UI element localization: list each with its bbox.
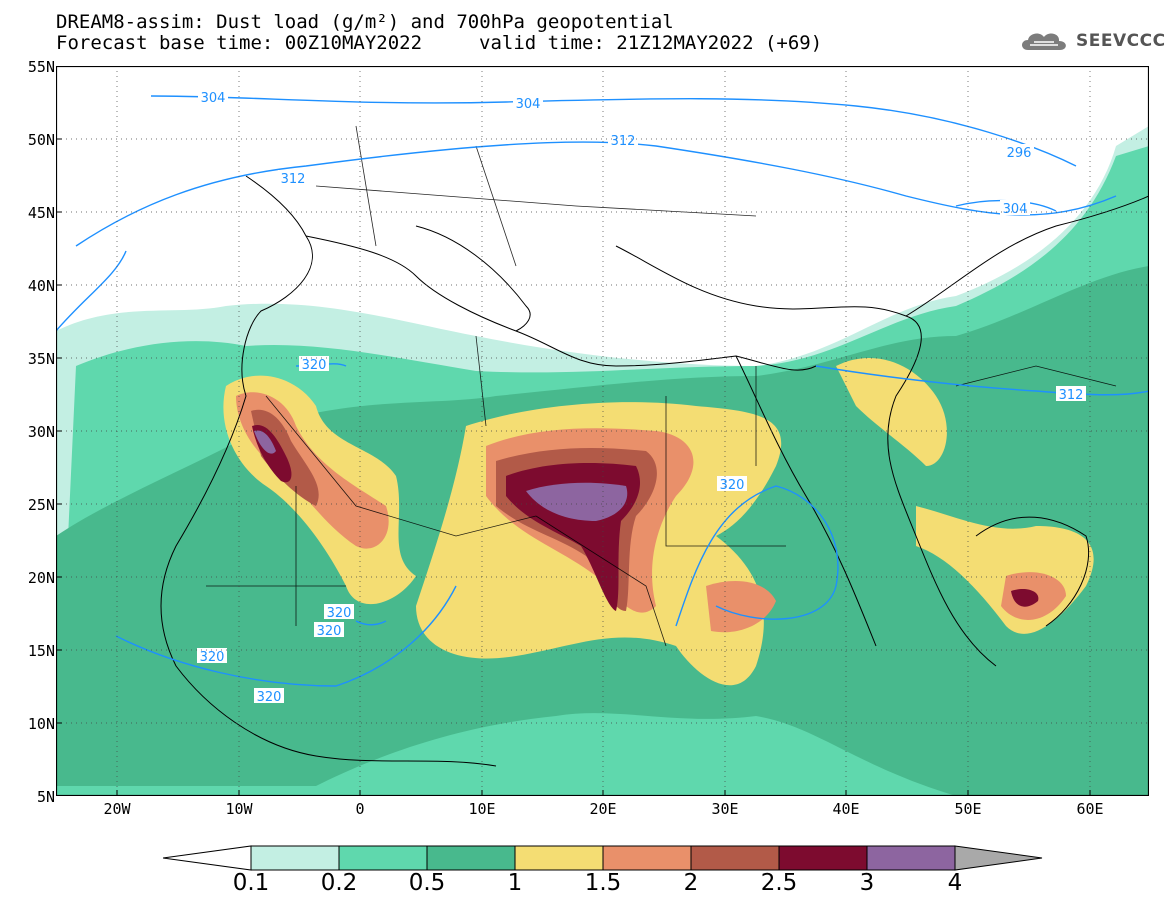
contour-label: 312 xyxy=(1059,388,1084,403)
contour-label: 312 xyxy=(281,172,306,187)
contour-label: 320 xyxy=(720,478,745,493)
colorbar-swatch xyxy=(514,845,604,871)
colorbar-label: 4 xyxy=(947,870,963,896)
lat-label: 55N xyxy=(27,58,55,76)
contour-label: 320 xyxy=(317,624,342,639)
colorbar-label: 1 xyxy=(507,870,523,896)
colorbar-swatch xyxy=(866,845,956,871)
lon-label: 50E xyxy=(954,800,982,818)
colorbar-swatch xyxy=(426,845,516,871)
colorbar-high-arrow xyxy=(954,845,1043,871)
colorbar-label: 2.5 xyxy=(760,870,798,896)
dust-region-1c xyxy=(836,357,947,466)
forecast-times: Forecast base time: 00Z10MAY2022 valid ti… xyxy=(56,32,822,54)
geopotential-contours xyxy=(56,95,1149,687)
contour-label: 320 xyxy=(257,690,282,705)
contour-label: 296 xyxy=(1007,146,1032,161)
contour-label: 312 xyxy=(611,134,636,149)
colorbar-swatch xyxy=(250,845,340,871)
colorbar-label: 2 xyxy=(683,870,699,896)
colorbar-label: 3 xyxy=(859,870,875,896)
dust-region-2.5c xyxy=(1011,589,1039,607)
lon-label: 20W xyxy=(103,800,131,818)
lat-label: 50N xyxy=(27,131,55,149)
lat-label: 25N xyxy=(27,496,55,514)
valid-time: valid time: 21Z12MAY2022 (+69) xyxy=(479,32,823,54)
lon-label: 10E xyxy=(468,800,496,818)
cloud-icon xyxy=(1022,33,1066,50)
colorbar-swatch xyxy=(690,845,780,871)
lat-label: 15N xyxy=(27,642,55,660)
lon-label: 60E xyxy=(1076,800,1104,818)
colorbar-label: 1.5 xyxy=(584,870,622,896)
colorbar-swatch xyxy=(778,845,868,871)
seevccc-logo: SEEVCCC xyxy=(1018,26,1165,56)
colorbar-low-arrow xyxy=(163,845,252,871)
graticule xyxy=(56,66,1149,796)
dust-map: 304 304 312 312 296 304 320 320 320 320 … xyxy=(56,66,1149,796)
forecast-base-time: Forecast base time: 00Z10MAY2022 xyxy=(56,32,423,54)
colorbar-label: 0.2 xyxy=(320,870,358,896)
colorbar-label: 0.5 xyxy=(408,870,446,896)
lon-label: 30E xyxy=(711,800,739,818)
lat-label: 30N xyxy=(27,423,55,441)
map-title: DREAM8-assim: Dust load (g/m²) and 700hP… xyxy=(56,11,674,33)
contour-label: 304 xyxy=(201,91,226,106)
contour-label: 304 xyxy=(1003,202,1028,217)
colorbar-swatch xyxy=(338,845,428,871)
lat-label: 40N xyxy=(27,277,55,295)
lon-label: 20E xyxy=(589,800,617,818)
contour-label: 320 xyxy=(302,358,327,373)
lon-label: 40E xyxy=(832,800,860,818)
lat-label: 10N xyxy=(27,715,55,733)
borders xyxy=(206,125,1117,647)
contour-label: 304 xyxy=(516,97,541,112)
contour-labels: 304 304 312 312 296 304 320 320 320 320 … xyxy=(197,89,1086,705)
colorbar-label: 0.1 xyxy=(232,870,270,896)
lat-label: 35N xyxy=(27,350,55,368)
lat-label: 20N xyxy=(27,569,55,587)
dust-region-1.5c xyxy=(706,581,776,633)
contour-label: 320 xyxy=(327,606,352,621)
lat-label: 5N xyxy=(36,788,55,806)
lon-label: 0 xyxy=(355,800,365,818)
tick-marks xyxy=(56,66,1091,796)
contour-label: 320 xyxy=(200,650,225,665)
colorbar-swatch xyxy=(602,845,692,871)
coastlines xyxy=(160,175,1149,767)
lat-label: 45N xyxy=(27,204,55,222)
colorbar xyxy=(163,845,1043,871)
dust-region-3b xyxy=(254,430,276,454)
logo-text: SEEVCCC xyxy=(1076,31,1165,51)
lon-label: 10W xyxy=(225,800,253,818)
dust-region-3 xyxy=(526,482,628,521)
